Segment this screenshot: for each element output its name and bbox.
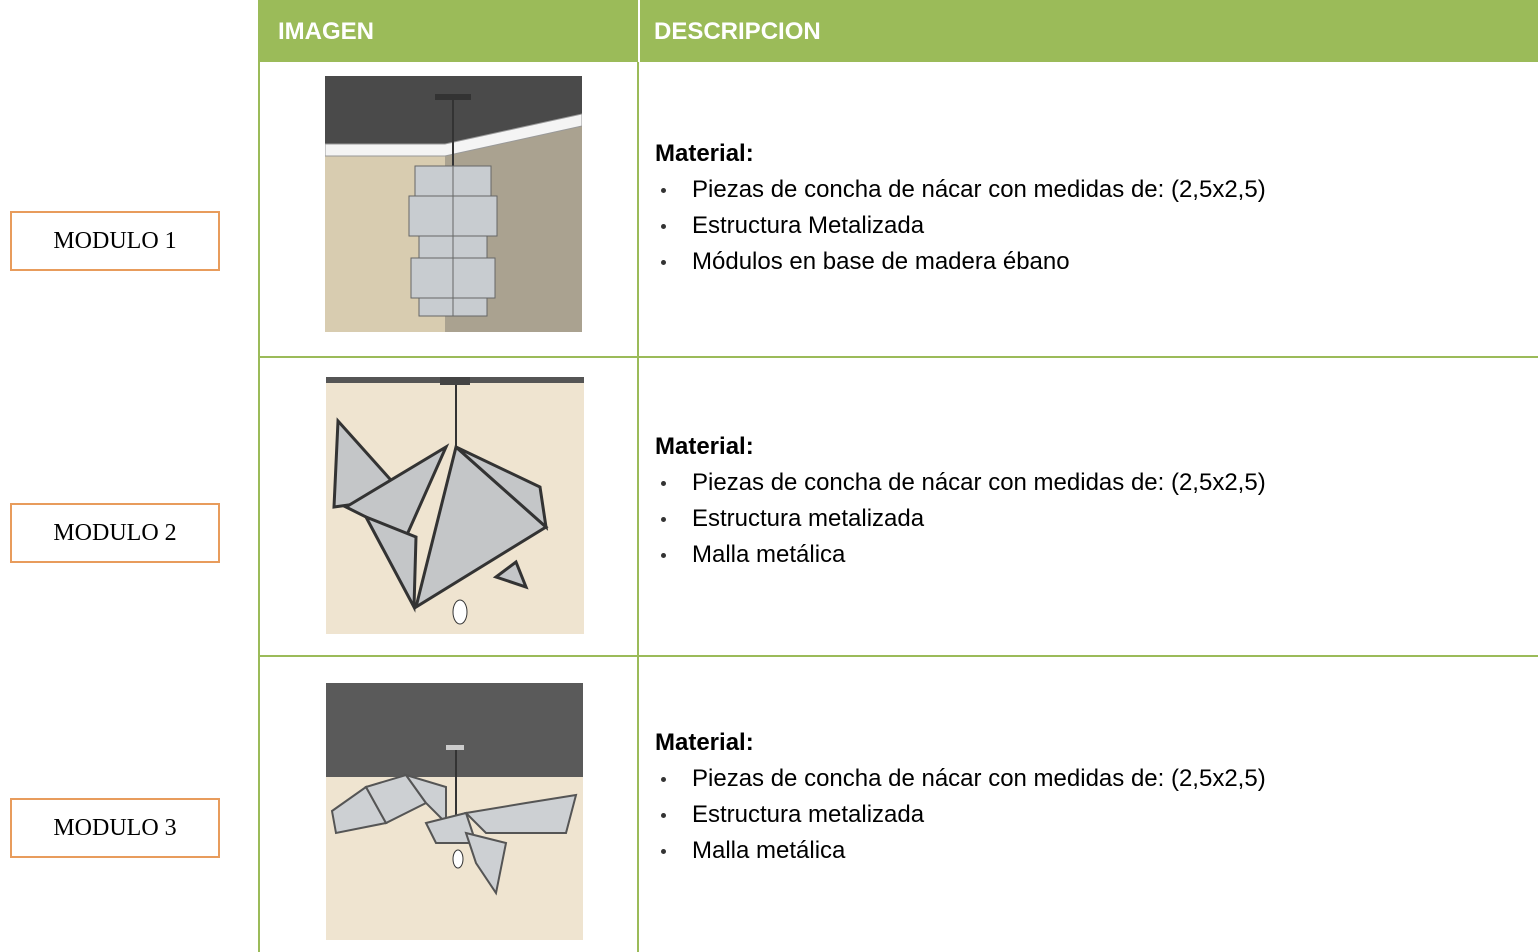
module-label: MODULO 3 (10, 798, 220, 858)
module-image (325, 76, 582, 332)
list-item: Piezas de concha de nácar con medidas de… (655, 172, 1266, 208)
list-item: Módulos en base de madera ébano (655, 244, 1266, 280)
item-list: Piezas de concha de nácar con medidas de… (655, 761, 1266, 869)
border (637, 62, 639, 952)
border (258, 0, 260, 952)
list-item: Malla metálica (655, 537, 1266, 573)
module-image (326, 683, 583, 940)
module-label: MODULO 2 (10, 503, 220, 563)
item-list: Piezas de concha de nácar con medidas de… (655, 465, 1266, 573)
list-item: Piezas de concha de nácar con medidas de… (655, 761, 1266, 797)
module-label: MODULO 1 (10, 211, 220, 271)
item-list: Piezas de concha de nácar con medidas de… (655, 172, 1266, 280)
list-item: Piezas de concha de nácar con medidas de… (655, 465, 1266, 501)
border (258, 655, 1538, 657)
description: Material: Piezas de concha de nácar con m… (655, 729, 1266, 869)
description: Material: Piezas de concha de nácar con m… (655, 140, 1266, 280)
heading: Material: (655, 433, 754, 460)
list-item: Malla metálica (655, 833, 1266, 869)
list-item: Estructura metalizada (655, 501, 1266, 537)
description: Material: Piezas de concha de nácar con m… (655, 433, 1266, 573)
border (258, 356, 1538, 358)
heading: Material: (655, 140, 754, 167)
module-image (326, 377, 584, 634)
list-item: Estructura Metalizada (655, 208, 1266, 244)
list-item: Estructura metalizada (655, 797, 1266, 833)
header-cell: IMAGEN (258, 0, 638, 62)
header-cell: DESCRIPCION (640, 0, 1538, 62)
heading: Material: (655, 729, 754, 756)
